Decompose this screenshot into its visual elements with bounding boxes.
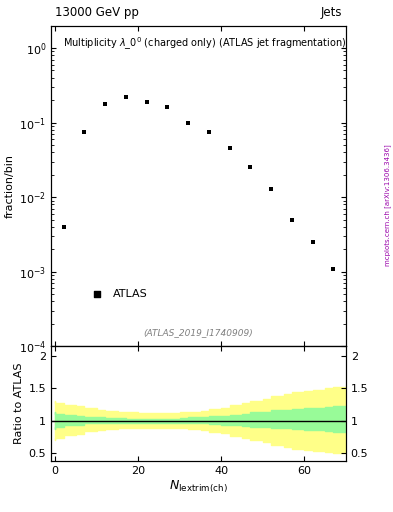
Point xyxy=(289,216,295,224)
Point xyxy=(330,265,336,273)
Point xyxy=(61,223,67,231)
Text: 13000 GeV pp: 13000 GeV pp xyxy=(55,7,139,19)
Text: Jets: Jets xyxy=(320,7,342,19)
Text: mcplots.cern.ch [arXiv:1306.3436]: mcplots.cern.ch [arXiv:1306.3436] xyxy=(384,144,391,266)
Y-axis label: fraction/bin: fraction/bin xyxy=(5,154,15,218)
Text: (ATLAS_2019_I1740909): (ATLAS_2019_I1740909) xyxy=(143,328,253,337)
Point xyxy=(247,163,253,172)
Point xyxy=(226,144,233,153)
Point xyxy=(94,290,100,298)
Point xyxy=(309,238,316,246)
X-axis label: $N_{\rm{lextrim(ch)}}$: $N_{\rm{lextrim(ch)}}$ xyxy=(169,478,228,495)
Point xyxy=(102,99,108,108)
Y-axis label: Ratio to ATLAS: Ratio to ATLAS xyxy=(15,363,24,444)
Point xyxy=(143,98,150,106)
Point xyxy=(185,118,191,126)
Point xyxy=(268,184,274,193)
Text: Multiplicity $\lambda\_0^0$ (charged only) (ATLAS jet fragmentation): Multiplicity $\lambda\_0^0$ (charged onl… xyxy=(63,35,346,52)
Point xyxy=(123,93,129,101)
Point xyxy=(81,128,88,136)
Point xyxy=(164,103,171,112)
Text: ATLAS: ATLAS xyxy=(113,289,148,299)
Point xyxy=(206,128,212,136)
